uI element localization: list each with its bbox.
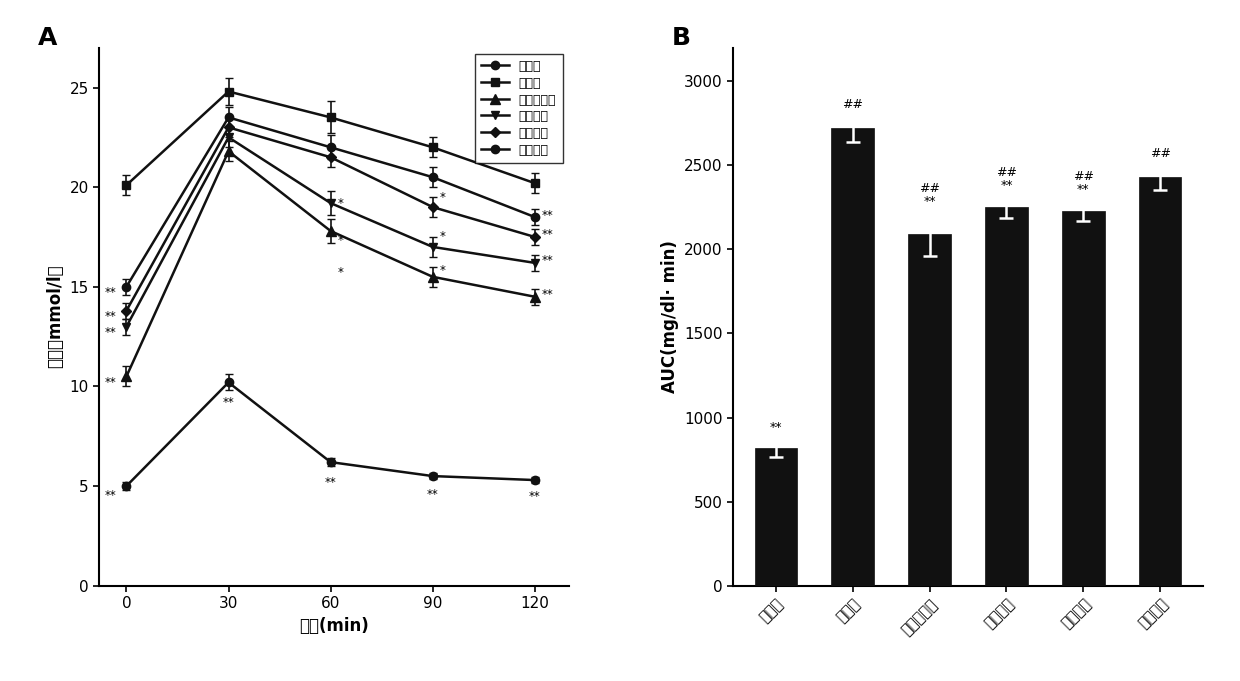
Text: *: * [439,191,445,204]
Bar [754,448,797,586]
Text: B: B [672,26,691,50]
Text: **: ** [104,326,117,339]
Text: **: ** [104,490,117,503]
Text: **: ** [104,286,117,299]
Y-axis label: AUC(mg/dl· min): AUC(mg/dl· min) [661,240,678,393]
Bar [986,208,1028,586]
Text: **: ** [542,208,553,221]
Text: A: A [38,26,57,50]
Text: *: * [337,266,343,279]
X-axis label: 时间(min): 时间(min) [299,616,368,635]
Text: ##
**: ## ** [996,166,1017,192]
Bar [1140,177,1182,586]
Text: ##: ## [842,97,863,111]
Text: *: * [337,197,343,210]
Text: **: ** [427,488,439,501]
Text: **: ** [104,376,117,389]
Text: **: ** [542,288,553,301]
Text: **: ** [104,310,117,323]
Bar [909,234,951,586]
Bar [832,129,874,586]
Text: **: ** [223,396,234,409]
Text: **: ** [542,228,553,242]
Text: *: * [439,230,445,244]
Text: *: * [337,234,343,247]
Text: **: ** [529,490,541,503]
Text: ##: ## [1149,147,1171,160]
Text: ##
**: ## ** [1073,170,1094,196]
Text: ##
**: ## ** [919,183,940,208]
Y-axis label: 血糖（mmol/l）: 血糖（mmol/l） [46,265,64,368]
Text: *: * [439,264,445,277]
Text: **: ** [542,255,553,268]
Legend: 正常组, 高糖组, 二甲双胍组, 高剂量组, 中剂量组, 低剂量组: 正常组, 高糖组, 二甲双胍组, 高剂量组, 中剂量组, 低剂量组 [475,54,563,163]
Bar [1063,210,1105,586]
Text: **: ** [770,422,782,434]
Text: **: ** [325,476,336,489]
